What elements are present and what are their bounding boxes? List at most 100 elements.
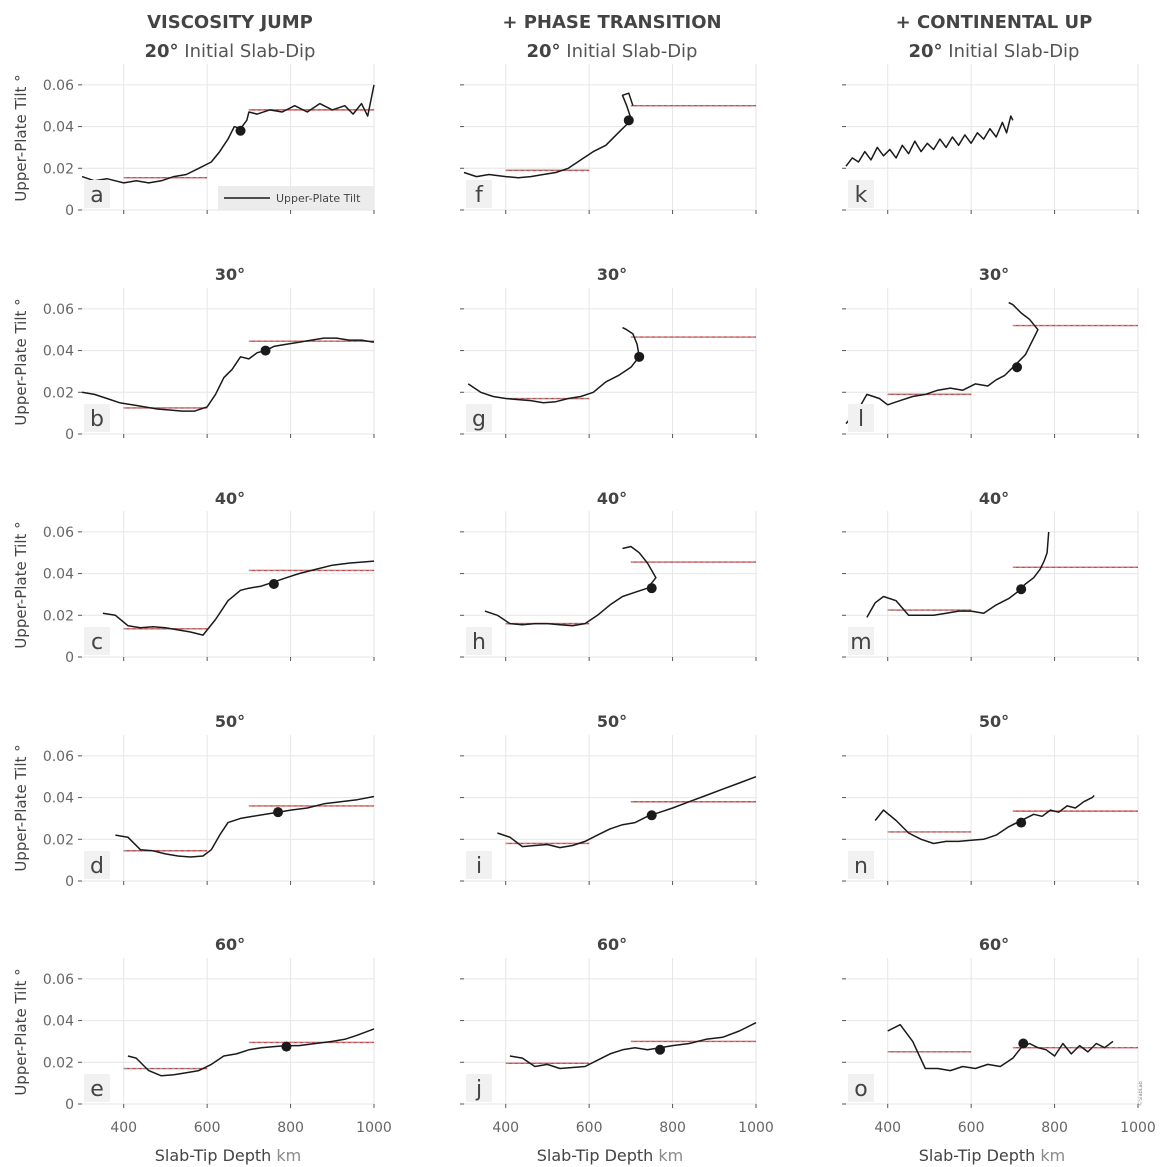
x-axis-label-col3: Slab-Tip Depth km [919, 1146, 1066, 1165]
series-line [845, 115, 1014, 167]
series-line [81, 337, 375, 412]
y-tick-label: 0.02 [43, 161, 74, 177]
panel-label-box [848, 627, 874, 655]
panel-label: k [855, 183, 868, 208]
panel-i: i [460, 735, 757, 885]
y-tick-label: 0.02 [43, 1055, 74, 1071]
panel-label-box [84, 627, 110, 655]
row-title-30-col2: 30° [597, 265, 627, 284]
series-line [484, 545, 657, 627]
y-tick-label: 0.02 [43, 385, 74, 401]
column-subheader-2: 20° Initial Slab-Dip [527, 41, 698, 62]
panel-label-box [466, 180, 492, 208]
panel-label: o [854, 1077, 867, 1102]
x-tick-label: 400 [492, 1120, 519, 1136]
transition-marker [634, 351, 645, 362]
y-tick-label: 0.04 [43, 567, 74, 583]
row-title-60-col1: 60° [215, 935, 245, 954]
panel-label: g [472, 407, 486, 432]
series-line [127, 1028, 375, 1077]
y-axis-label-row4: Upper-Plate Tilt ° [12, 744, 30, 871]
row-title-50-col2: 50° [597, 712, 627, 731]
series-line [866, 531, 1050, 618]
transition-marker [260, 345, 271, 356]
transition-marker [646, 810, 657, 821]
y-axis-label-row3: Upper-Plate Tilt ° [12, 521, 30, 648]
x-tick-label: 600 [576, 1120, 603, 1136]
panel-label: a [90, 183, 103, 208]
panel-e: 0 0.02 0.04 0.06 400 600 800 1000 e [43, 958, 392, 1136]
series-line [874, 794, 1095, 845]
panel-label: n [854, 854, 868, 879]
panel-label: d [90, 854, 104, 879]
panel-label-box [466, 851, 492, 879]
y-tick-label: 0.06 [43, 525, 74, 541]
panel-label-box [84, 180, 110, 208]
y-tick-label: 0 [65, 427, 74, 443]
x-axis-label-col1: Slab-Tip Depth km [155, 1146, 302, 1165]
panel-label-box [84, 404, 110, 432]
watermark: ©SlabLab [1137, 1081, 1144, 1106]
x-tick-label: 800 [277, 1120, 304, 1136]
panel-label: m [850, 630, 871, 655]
panel-d: 0 0.02 0.04 0.06 d [43, 735, 375, 890]
y-tick-label: 0.06 [43, 749, 74, 765]
transition-marker [281, 1041, 292, 1052]
y-tick-label: 0.04 [43, 120, 74, 136]
y-axis-label-row5: Upper-Plate Tilt ° [12, 968, 30, 1095]
row-title-40-col2: 40° [597, 489, 627, 508]
panel-label-box [848, 1074, 874, 1102]
y-tick-label: 0.02 [43, 608, 74, 624]
series-line [102, 560, 375, 636]
column-subheader-1: 20° Initial Slab-Dip [145, 41, 316, 62]
panel-f: f [460, 64, 757, 214]
transition-marker [1012, 362, 1023, 373]
panels: 00.020.040.06a00.020.040.06b00.020.040.0… [43, 64, 1156, 1136]
legend-label: Upper-Plate Tilt [276, 192, 361, 205]
panel-label: h [472, 630, 486, 655]
row-title-60-col3: 60° [979, 935, 1009, 954]
legend: Upper-Plate Tilt [218, 186, 374, 210]
transition-marker [646, 583, 657, 594]
x-tick-label: 600 [958, 1120, 985, 1136]
series-line [467, 326, 640, 404]
row-title-40-col3: 40° [979, 489, 1009, 508]
panel-j: 400 600 800 1000 j [460, 958, 774, 1136]
row-title-60-col2: 60° [597, 935, 627, 954]
x-axis-label-col2: Slab-Tip Depth km [537, 1146, 684, 1165]
x-tick-label: 1000 [1120, 1120, 1156, 1136]
panel-label-box [84, 851, 110, 879]
transition-marker [655, 1044, 666, 1055]
panel-label-box [466, 1074, 492, 1102]
row-title-30-col3: 30° [979, 265, 1009, 284]
panel-m: m [842, 511, 1139, 661]
panel-label: j [475, 1077, 482, 1102]
panel-c: 0 0.02 0.04 0.06 c [43, 511, 375, 666]
panel-label-box [848, 404, 874, 432]
panel-k: k [842, 64, 1139, 214]
panel-label-box [466, 404, 492, 432]
y-tick-label: 0.04 [43, 1014, 74, 1030]
panel-label: l [858, 407, 864, 432]
y-tick-label: 0.04 [43, 344, 74, 360]
y-tick-label: 0 [65, 874, 74, 890]
series-line [497, 775, 757, 849]
panel-label: i [476, 854, 482, 879]
y-tick-label: 0.06 [43, 972, 74, 988]
x-tick-label: 1000 [356, 1120, 392, 1136]
row-title-30-col1: 30° [215, 265, 245, 284]
series-line [463, 92, 634, 179]
panel-label-box [848, 180, 874, 208]
x-tick-label: 1000 [738, 1120, 774, 1136]
y-tick-label: 0 [65, 203, 74, 219]
transition-marker [623, 115, 634, 126]
series-line [115, 795, 375, 858]
panel-o: 400 600 800 1000 o [842, 958, 1156, 1136]
panel-b: 0 0.02 0.04 0.06 b [43, 288, 375, 443]
panel-label: c [91, 630, 103, 655]
transition-marker [1018, 1038, 1029, 1049]
y-tick-label: 0.02 [43, 832, 74, 848]
y-tick-label: 0.06 [43, 78, 74, 94]
y-tick-label: 0.06 [43, 302, 74, 318]
